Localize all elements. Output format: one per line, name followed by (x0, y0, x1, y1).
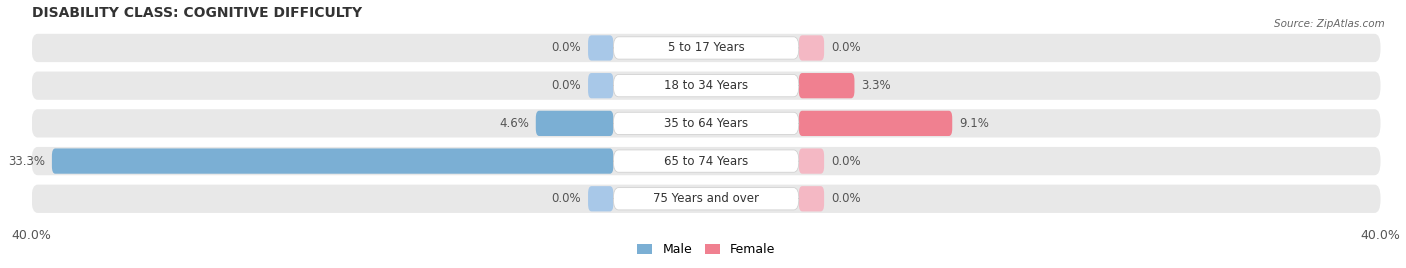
FancyBboxPatch shape (588, 73, 613, 98)
FancyBboxPatch shape (32, 185, 1381, 213)
FancyBboxPatch shape (799, 148, 824, 174)
FancyBboxPatch shape (32, 34, 1381, 62)
Text: DISABILITY CLASS: COGNITIVE DIFFICULTY: DISABILITY CLASS: COGNITIVE DIFFICULTY (32, 6, 361, 20)
FancyBboxPatch shape (588, 35, 613, 61)
Text: 0.0%: 0.0% (831, 155, 860, 168)
Text: 9.1%: 9.1% (959, 117, 988, 130)
FancyBboxPatch shape (588, 186, 613, 211)
FancyBboxPatch shape (32, 72, 1381, 100)
Text: 0.0%: 0.0% (551, 192, 581, 205)
FancyBboxPatch shape (799, 35, 824, 61)
Text: Source: ZipAtlas.com: Source: ZipAtlas.com (1274, 19, 1385, 29)
FancyBboxPatch shape (613, 75, 799, 97)
FancyBboxPatch shape (52, 148, 613, 174)
Text: 35 to 64 Years: 35 to 64 Years (664, 117, 748, 130)
FancyBboxPatch shape (32, 147, 1381, 175)
Legend: Male, Female: Male, Female (633, 238, 780, 261)
FancyBboxPatch shape (613, 188, 799, 210)
FancyBboxPatch shape (613, 150, 799, 172)
FancyBboxPatch shape (799, 186, 824, 211)
Text: 65 to 74 Years: 65 to 74 Years (664, 155, 748, 168)
Text: 0.0%: 0.0% (551, 42, 581, 54)
Text: 33.3%: 33.3% (8, 155, 45, 168)
FancyBboxPatch shape (32, 109, 1381, 137)
Text: 3.3%: 3.3% (862, 79, 891, 92)
Text: 4.6%: 4.6% (499, 117, 529, 130)
Text: 75 Years and over: 75 Years and over (652, 192, 759, 205)
FancyBboxPatch shape (799, 111, 952, 136)
Text: 18 to 34 Years: 18 to 34 Years (664, 79, 748, 92)
FancyBboxPatch shape (613, 37, 799, 59)
FancyBboxPatch shape (536, 111, 613, 136)
Text: 5 to 17 Years: 5 to 17 Years (668, 42, 744, 54)
Text: 0.0%: 0.0% (831, 42, 860, 54)
FancyBboxPatch shape (613, 112, 799, 135)
Text: 0.0%: 0.0% (551, 79, 581, 92)
FancyBboxPatch shape (799, 73, 855, 98)
Text: 0.0%: 0.0% (831, 192, 860, 205)
